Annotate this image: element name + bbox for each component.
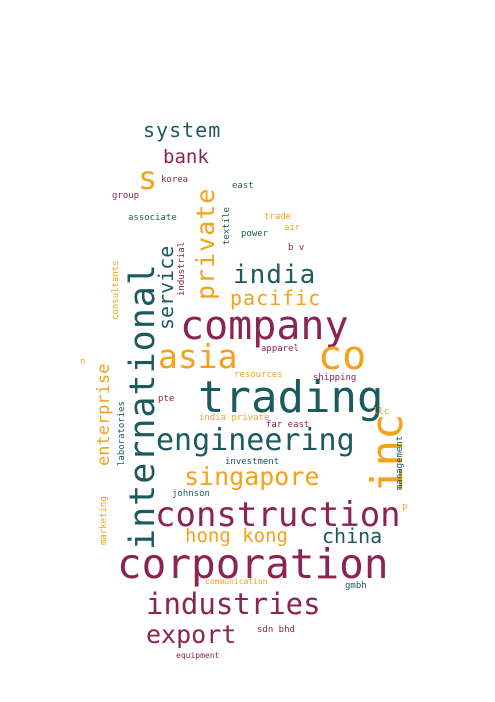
word-system: system xyxy=(143,118,222,142)
word-s: s xyxy=(138,159,158,197)
word-gmbh: gmbh xyxy=(345,581,367,591)
word-air: air xyxy=(284,223,301,233)
word-china: china xyxy=(322,524,383,548)
word-management: management xyxy=(395,435,405,490)
word-india: india xyxy=(233,260,317,290)
word-asia: asia xyxy=(158,337,238,376)
word-east: east xyxy=(232,181,254,191)
word-pacific: pacific xyxy=(230,286,322,310)
word-sdn-bhd: sdn bhd xyxy=(257,625,295,635)
word-export: export xyxy=(146,620,237,649)
word-investment: investment xyxy=(225,457,280,467)
word-llc: llc xyxy=(373,407,390,417)
word-corporation: corporation xyxy=(117,540,389,588)
word-india-private: india private xyxy=(199,413,270,423)
word-power: power xyxy=(241,229,269,239)
word-private: private xyxy=(191,187,220,300)
word-engineering: engineering xyxy=(156,423,355,458)
word-associate: associate xyxy=(128,213,177,223)
word-trade: trade xyxy=(264,212,292,222)
word-apparel: apparel xyxy=(261,344,299,354)
word-n: n xyxy=(80,357,86,367)
word-trading: trading xyxy=(198,372,384,423)
word-b-v: b v xyxy=(288,243,305,253)
word-communication: communication xyxy=(205,577,268,586)
word-group: group xyxy=(112,191,140,201)
word-singapore: singapore xyxy=(184,462,320,491)
word-laboratories: laboratories xyxy=(117,400,127,466)
word-marketing: marketing xyxy=(99,496,109,545)
word-resources: resources xyxy=(234,370,283,380)
word-construction: construction xyxy=(155,495,401,535)
word-johnson: johnson xyxy=(172,489,210,499)
word-company: company xyxy=(180,303,349,349)
word-co: co xyxy=(318,333,367,379)
word-enterprise: enterprise xyxy=(94,363,114,466)
word-far-east: far east xyxy=(266,420,310,430)
word-equipment: equipment xyxy=(176,651,220,660)
word-shipping: shipping xyxy=(313,373,357,383)
word-pte: pte xyxy=(158,394,175,404)
word-industrial: industrial xyxy=(177,241,187,296)
word-consultants: consultants xyxy=(111,260,121,320)
word-korea: korea xyxy=(161,175,189,185)
word-bank: bank xyxy=(163,146,209,168)
word-hong-kong: hong kong xyxy=(185,525,288,547)
word-industries: industries xyxy=(146,587,321,621)
word-p: p xyxy=(402,502,408,512)
word-service: service xyxy=(154,245,178,330)
word-textile: textile xyxy=(222,207,232,245)
